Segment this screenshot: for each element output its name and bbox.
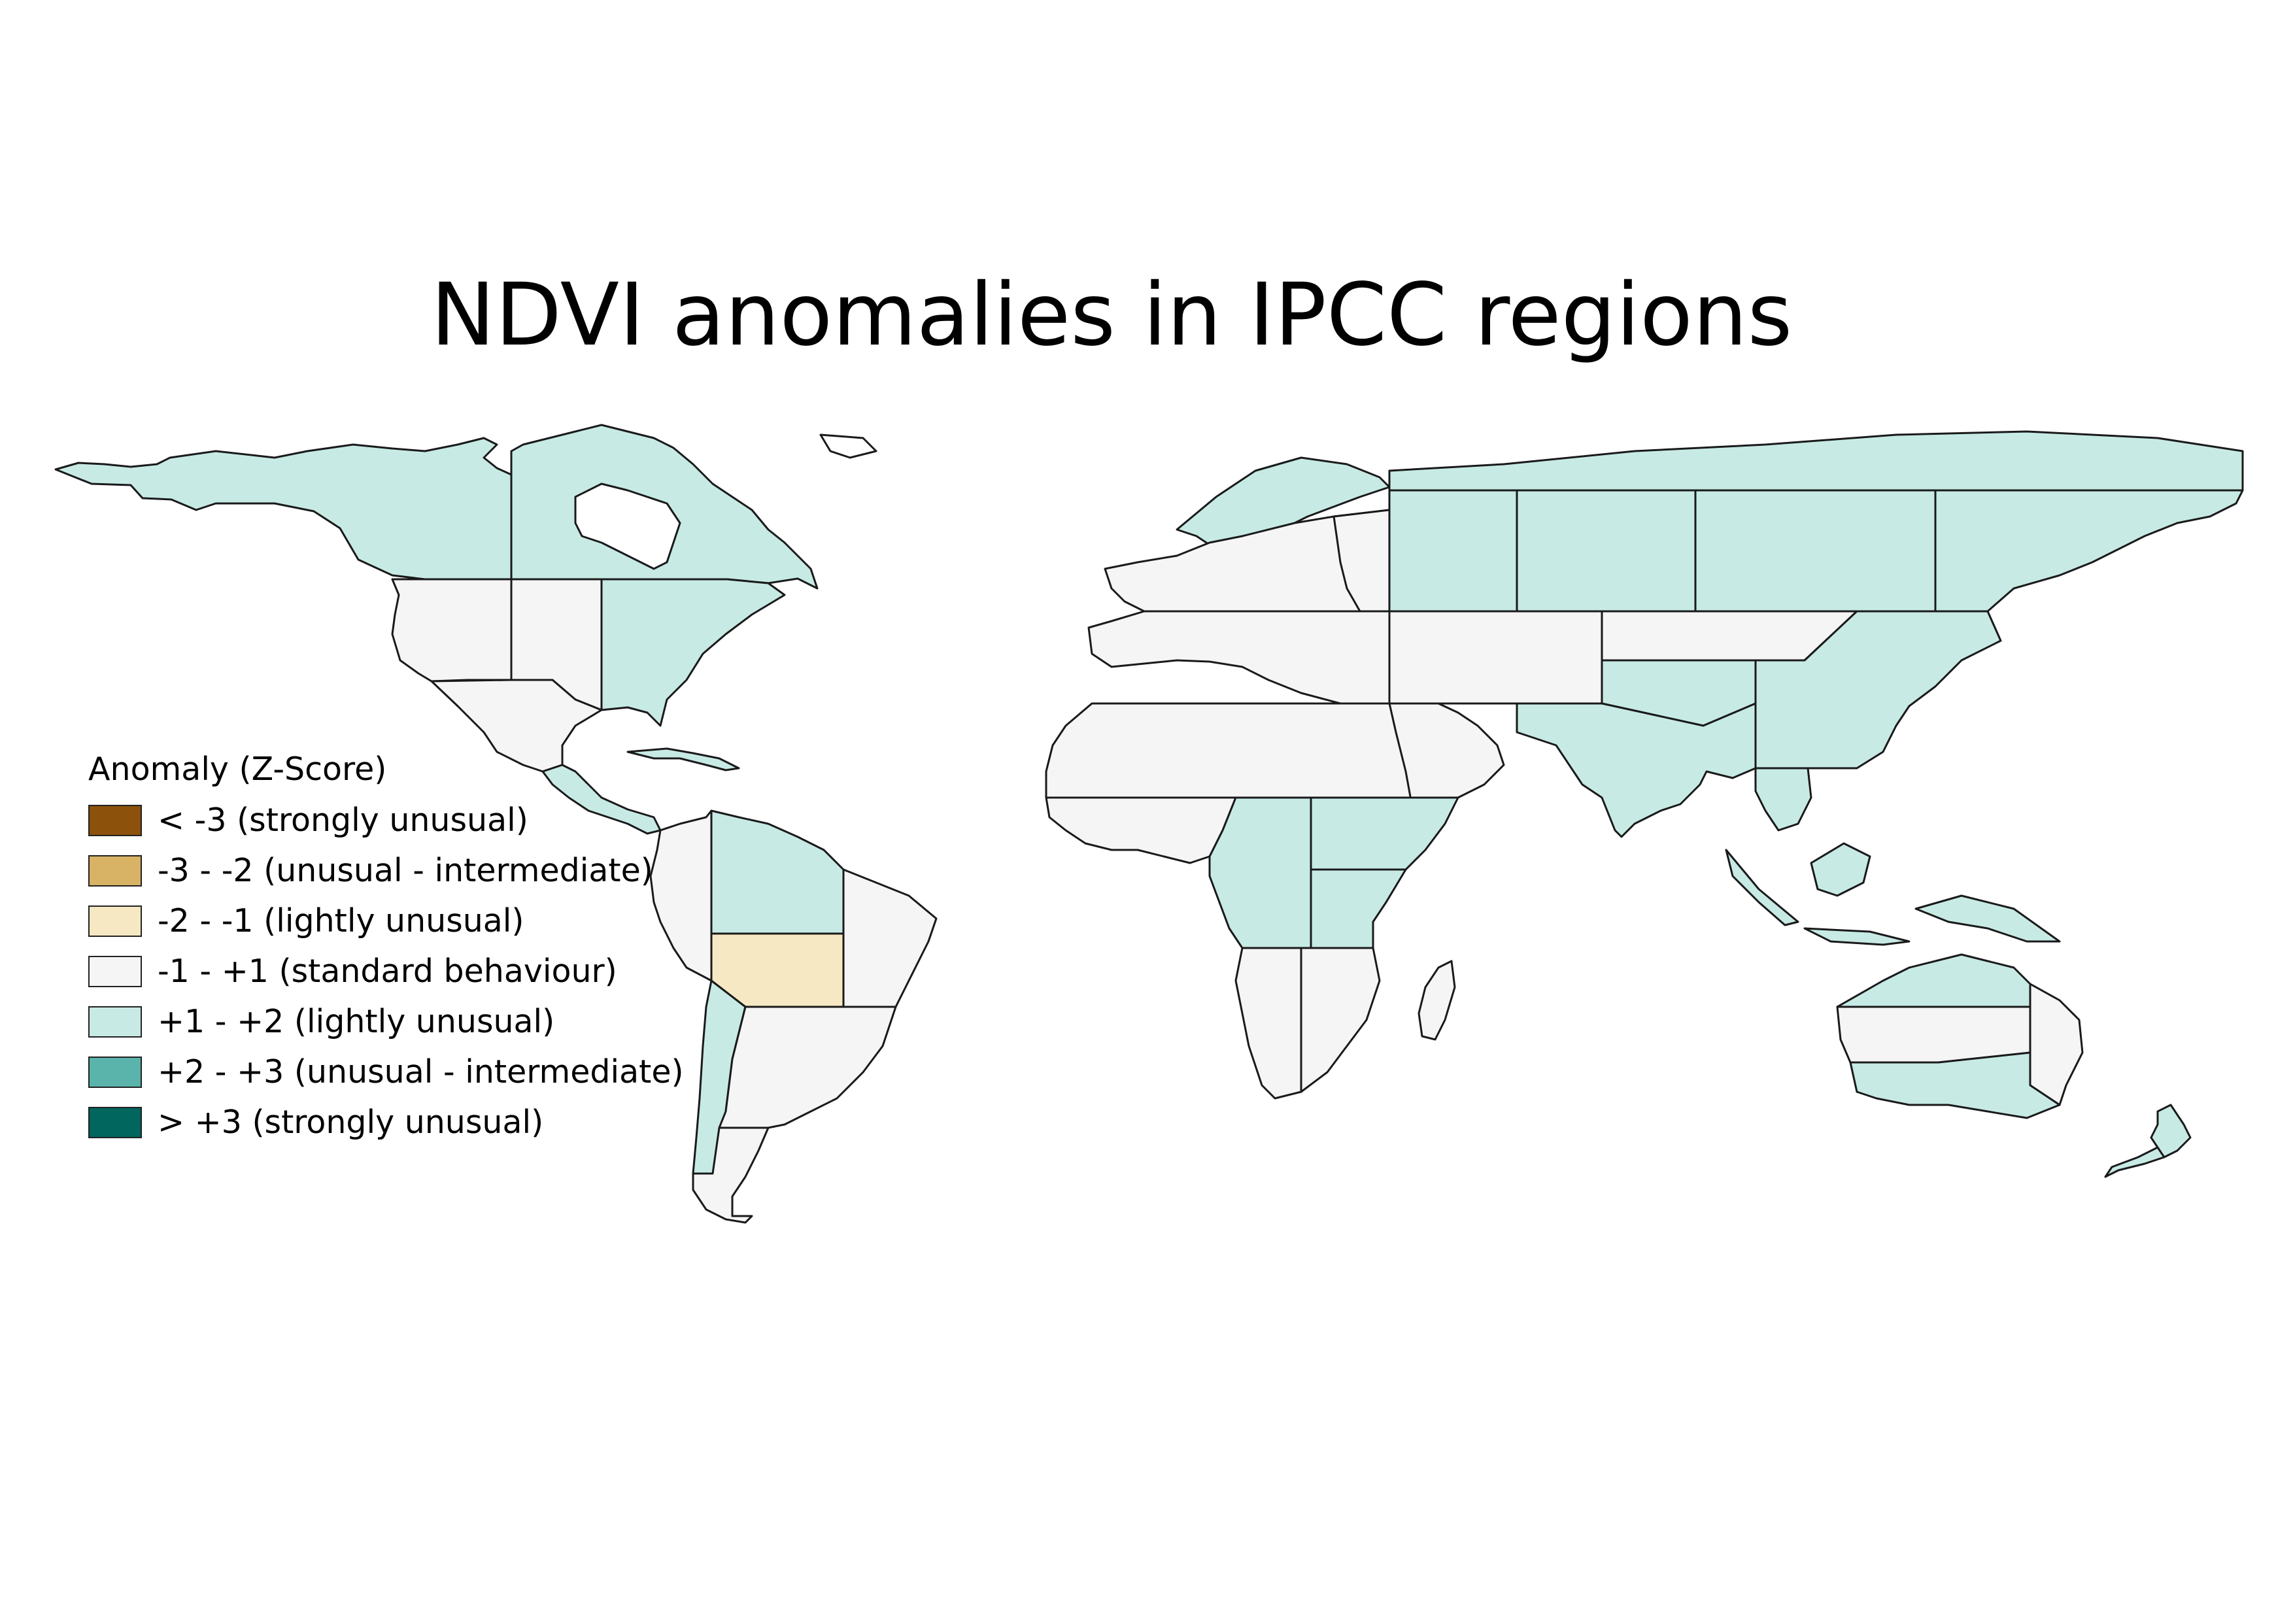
legend-label: > +3 (strongly unusual) [158,1104,544,1141]
region-south-eastern-africa [1310,868,1407,949]
region-western-africa [1045,796,1237,864]
region-south-east-asia [1725,767,2061,946]
region-caribbean [626,747,740,771]
legend-label: +1 - +2 (lightly unusual) [158,1003,555,1040]
legend-label: -1 - +1 (standard behaviour) [158,953,617,990]
legend-swatch [88,905,142,937]
water-body [574,482,681,570]
region-southern-australia [1849,1051,2061,1119]
region-northern-south-america [710,809,845,935]
region-eastern-north-america [600,578,786,727]
legend-item: -3 - -2 (unusual - intermediate) [88,845,684,896]
region-russian-arctic [1388,430,2244,492]
legend-item: > +3 (strongly unusual) [88,1097,684,1147]
region-north-western-north-america [54,437,513,581]
legend-label: -2 - -1 (lightly unusual) [158,902,524,939]
legend-label: +2 - +3 (unusual - intermediate) [158,1053,684,1091]
legend-swatch [88,955,142,987]
map-title: NDVI anomalies in IPCC regions [430,265,1793,365]
region-western-north-america [391,578,513,683]
region-western-southern-africa [1234,947,1302,1100]
region-eastern-australia [2029,983,2084,1106]
legend-item: -1 - +1 (standard behaviour) [88,946,684,996]
region-south-asia [1516,702,1757,838]
region-north-eastern-africa [1310,796,1459,871]
region-arabian-peninsula [1388,702,1505,809]
region-southern-south-america [692,1126,770,1224]
region-madagascar [1418,960,1456,1041]
region-west-siberia [1388,489,1518,613]
legend-item: +2 - +3 (unusual - intermediate) [88,1047,684,1097]
legend-swatch [88,804,142,836]
region-russian-far-east [1694,489,2244,613]
region-eastern-southern-africa [1300,947,1381,1093]
region-north-western-south-america [649,809,713,982]
legend-item: -2 - -1 (lightly unusual) [88,896,684,946]
legend-swatch [88,854,142,887]
region-north-eastern-south-america [842,868,938,1008]
water-body [819,433,877,459]
legend-title: Anomaly (Z-Score) [88,751,387,788]
legend-label: -3 - -2 (unusual - intermediate) [158,852,653,889]
region-new-zealand [2104,1104,2192,1178]
region-east-asia [1754,610,2002,770]
region-northern-australia [1836,953,2031,1008]
region-sahara [1045,702,1414,799]
legend-swatch [88,1006,142,1038]
region-central-australia [1836,1006,2031,1064]
legend-swatch [88,1106,142,1138]
legend-item: +1 - +2 (lightly unusual) [88,996,684,1047]
region-mediterranean [1087,610,1391,705]
legend-item: < -3 (strongly unusual) [88,795,684,845]
region-east-siberia [1516,489,1697,613]
legend-label: < -3 (strongly unusual) [158,802,528,839]
region-west-central-asia [1388,610,1603,705]
legend: Anomaly (Z-Score) < -3 (strongly unusual… [88,747,684,1147]
legend-swatch [88,1056,142,1088]
region-south-eastern-south-america [718,1006,897,1129]
